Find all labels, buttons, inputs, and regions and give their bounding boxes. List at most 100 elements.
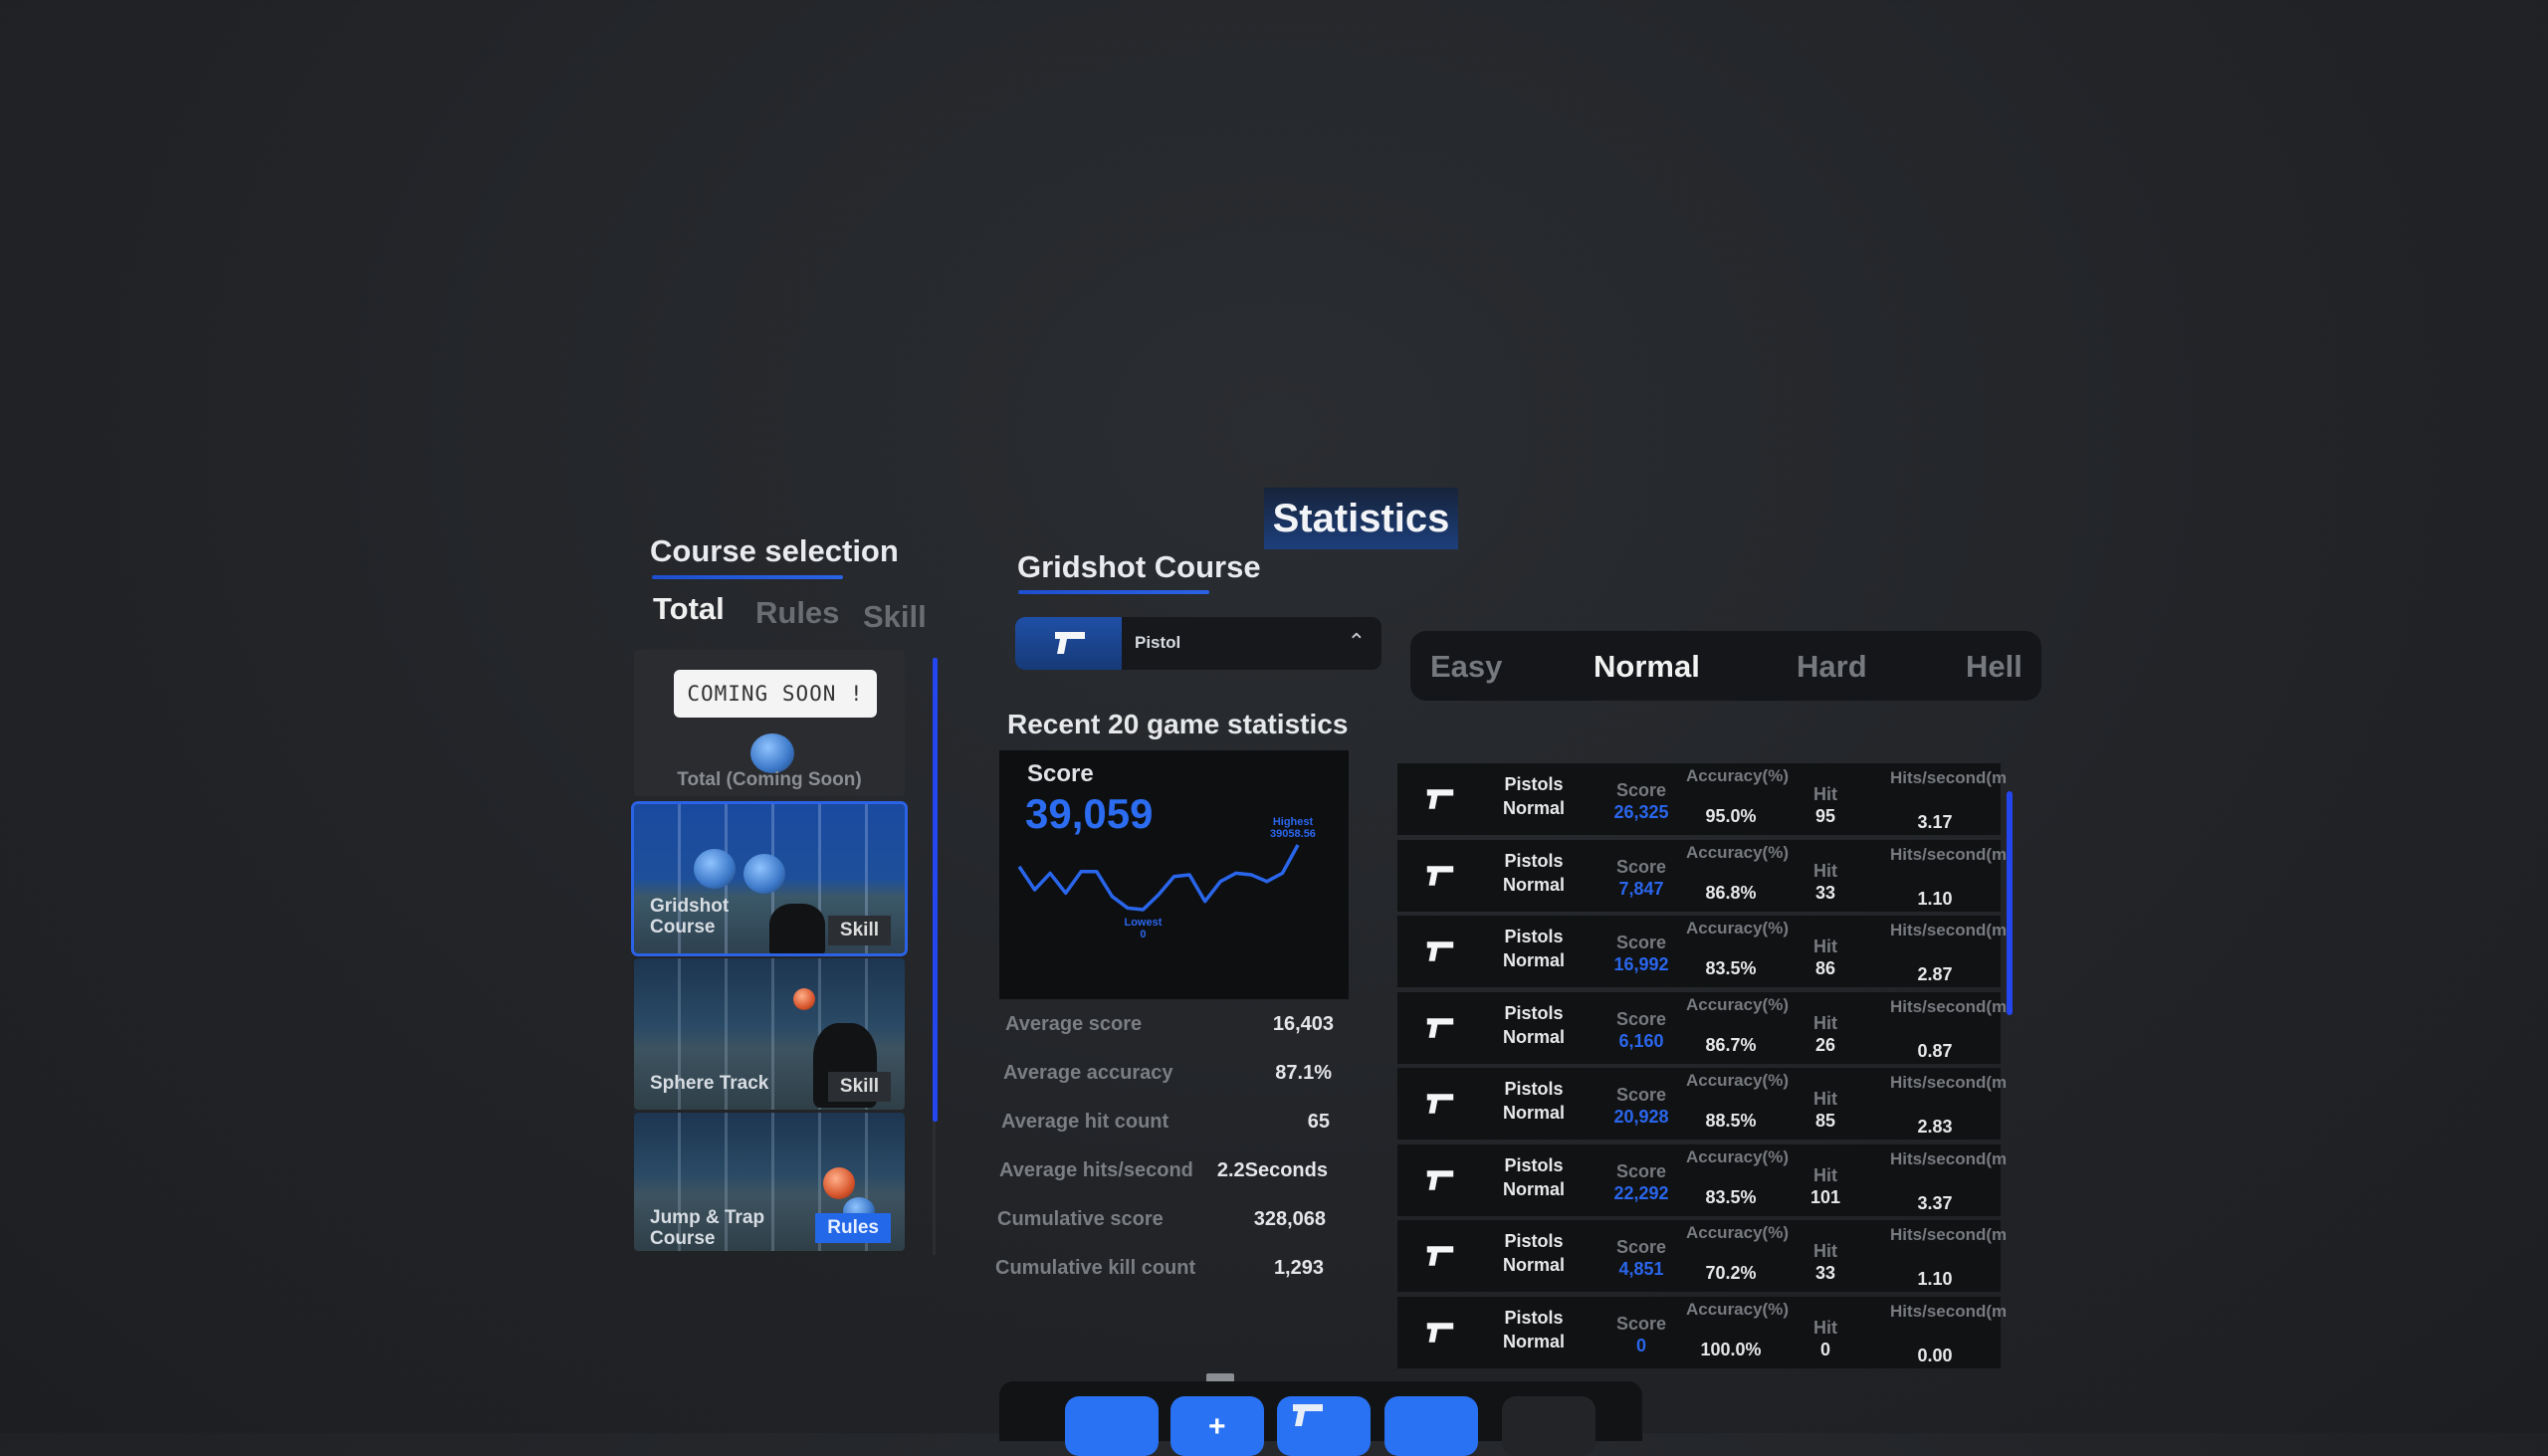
course-tag-rules: Rules (815, 1213, 891, 1243)
dock-menu-button[interactable] (1065, 1396, 1159, 1456)
hit-header: Hit (1813, 936, 1837, 956)
row-hits-per-second: 1.10 (1917, 1269, 1953, 1289)
hit-header: Hit (1813, 1241, 1837, 1261)
difficulty-name: Normal (1502, 1331, 1565, 1352)
row-hit: 101 (1809, 1186, 1841, 1207)
target-orb-icon (694, 849, 736, 889)
course-card-sphere-track[interactable]: Sphere Track Skill (634, 958, 905, 1110)
hit-header: Hit (1813, 1164, 1837, 1185)
course-selection-heading: Course selection (650, 533, 899, 568)
row-hit: 26 (1814, 1034, 1836, 1055)
summary-label: Average hit count (1001, 1111, 1169, 1133)
difficulty-hard[interactable]: Hard (1797, 649, 1867, 684)
pistol-icon (1425, 787, 1455, 814)
history-row[interactable]: Pistols Normal Score 20,928 Accuracy(%) … (1397, 1068, 2007, 1140)
pistol-icon (1055, 632, 1085, 654)
difficulty-selector: Easy Normal Hard Hell (1410, 631, 2041, 701)
weapon-dropdown[interactable]: Pistol ⌃ (1015, 617, 1381, 670)
score-card: Score 39,059 Highest 39058.56 Lowest 0 (999, 750, 1349, 999)
row-score: 6,160 (1618, 1030, 1664, 1051)
summary-label: Average score (1005, 1013, 1143, 1035)
score-header: Score (1615, 1313, 1667, 1334)
hits-per-second-header: Hits/second(ms) (1890, 921, 2007, 939)
hits-per-second-header: Hits/second(ms) (1890, 1148, 2007, 1168)
history-row[interactable]: Pistols Normal Score 0 Accuracy(%) 100.0… (1397, 1296, 2007, 1368)
score-series-line (1017, 844, 1300, 912)
row-score: 26,325 (1613, 802, 1669, 822)
summary-label: Cumulative score (997, 1208, 1164, 1230)
dock-extra-button[interactable] (1502, 1396, 1595, 1456)
hits-per-second-header: Hits/second(ms) (1890, 996, 2007, 1016)
weapon-name: Pistols (1504, 1079, 1564, 1099)
hit-header: Hit (1813, 860, 1837, 881)
course-card-total[interactable]: COMING SOON ! Total (Coming Soon) (634, 650, 905, 796)
history-row[interactable]: Pistols Normal Score 6,160 Accuracy(%) 8… (1397, 991, 2007, 1064)
difficulty-name: Normal (1502, 1178, 1565, 1199)
score-header: Score (1615, 1085, 1667, 1105)
weapon-name: Pistols (1504, 1154, 1564, 1175)
difficulty-normal[interactable]: Normal (1593, 649, 1700, 684)
weapon-name: Pistols (1504, 1002, 1564, 1023)
dock-add-button[interactable]: + (1170, 1396, 1264, 1456)
summary-row: Average accuracy 87.1% (1003, 1062, 1332, 1085)
accuracy-header: Accuracy(%) (1686, 1146, 1789, 1166)
history-scrollbar[interactable] (2007, 791, 2013, 1015)
summary-row: Average hit count 65 (1001, 1111, 1330, 1134)
summary-value: 1,293 (1273, 1257, 1324, 1279)
history-row[interactable]: Pistols Normal Score 26,325 Accuracy(%) … (1397, 763, 2007, 835)
summary-row: Average score 16,403 (1005, 1013, 1334, 1036)
game-history-table: Pistols Normal Score 26,325 Accuracy(%) … (1397, 763, 2007, 1373)
weapon-name: Pistols (1504, 774, 1564, 794)
difficulty-name: Normal (1502, 798, 1565, 818)
accuracy-header: Accuracy(%) (1686, 1299, 1789, 1319)
row-hit: 95 (1814, 806, 1836, 826)
hit-header: Hit (1813, 1012, 1837, 1033)
course-name: Sphere Track (650, 1073, 769, 1094)
difficulty-hell[interactable]: Hell (1966, 649, 2022, 684)
dock-weapon-button[interactable] (1277, 1396, 1371, 1456)
course-card-jump-trap[interactable]: Jump & Trap Course Rules (634, 1113, 905, 1251)
summary-value: 2.2Seconds (1216, 1159, 1328, 1181)
accuracy-header: Accuracy(%) (1686, 994, 1789, 1014)
summary-row: Cumulative score 328,068 (997, 1208, 1326, 1231)
history-row[interactable]: Pistols Normal Score 16,992 Accuracy(%) … (1397, 916, 2007, 987)
pistol-icon (1425, 864, 1455, 891)
course-card-gridshot[interactable]: Gridshot Course Skill (631, 801, 908, 956)
summary-row: Cumulative kill count 1,293 (995, 1257, 1324, 1280)
course-tag-skill: Skill (827, 916, 891, 945)
difficulty-name: Normal (1502, 1255, 1565, 1275)
course-tag-skill: Skill (827, 1072, 891, 1102)
summary-label: Average hits/second (999, 1159, 1193, 1181)
pistol-icon (1425, 1016, 1455, 1043)
history-row[interactable]: Pistols Normal Score 22,292 Accuracy(%) … (1397, 1144, 2007, 1216)
tab-total[interactable]: Total (653, 591, 725, 626)
score-header: Score (1615, 780, 1667, 800)
difficulty-easy[interactable]: Easy (1430, 649, 1503, 684)
history-row[interactable]: Pistols Normal Score 4,851 Accuracy(%) 7… (1397, 1220, 2007, 1292)
tab-rules[interactable]: Rules (755, 595, 840, 630)
summary-row: Average hits/second 2.2Seconds (999, 1159, 1328, 1182)
plus-icon: + (1208, 1410, 1226, 1443)
hits-per-second-header: Hits/second(ms) (1890, 844, 2007, 864)
accuracy-header: Accuracy(%) (1686, 766, 1789, 785)
row-hit: 33 (1814, 1263, 1836, 1283)
pistol-icon (1425, 1321, 1455, 1348)
trap-orb-icon (823, 1167, 855, 1199)
score-header: Score (1615, 1160, 1667, 1181)
tab-skill[interactable]: Skill (863, 599, 927, 634)
row-accuracy: 83.5% (1705, 1186, 1757, 1207)
score-header: Score (1615, 856, 1667, 877)
difficulty-name: Normal (1502, 1103, 1565, 1123)
summary-label: Cumulative kill count (995, 1257, 1196, 1279)
heading-underline (1018, 590, 1209, 594)
weapon-dropdown-value: Pistol (1135, 633, 1181, 652)
row-hits-per-second: 0.87 (1917, 1040, 1953, 1061)
course-list-scrollbar[interactable] (933, 658, 938, 1122)
row-score: 16,992 (1613, 954, 1669, 974)
history-row[interactable]: Pistols Normal Score 7,847 Accuracy(%) 8… (1397, 839, 2007, 912)
heading-underline (652, 575, 843, 579)
row-accuracy: 86.8% (1705, 882, 1757, 903)
dock-stats-button[interactable] (1384, 1396, 1478, 1456)
difficulty-name: Normal (1502, 950, 1565, 970)
summary-value: 65 (1307, 1111, 1330, 1133)
